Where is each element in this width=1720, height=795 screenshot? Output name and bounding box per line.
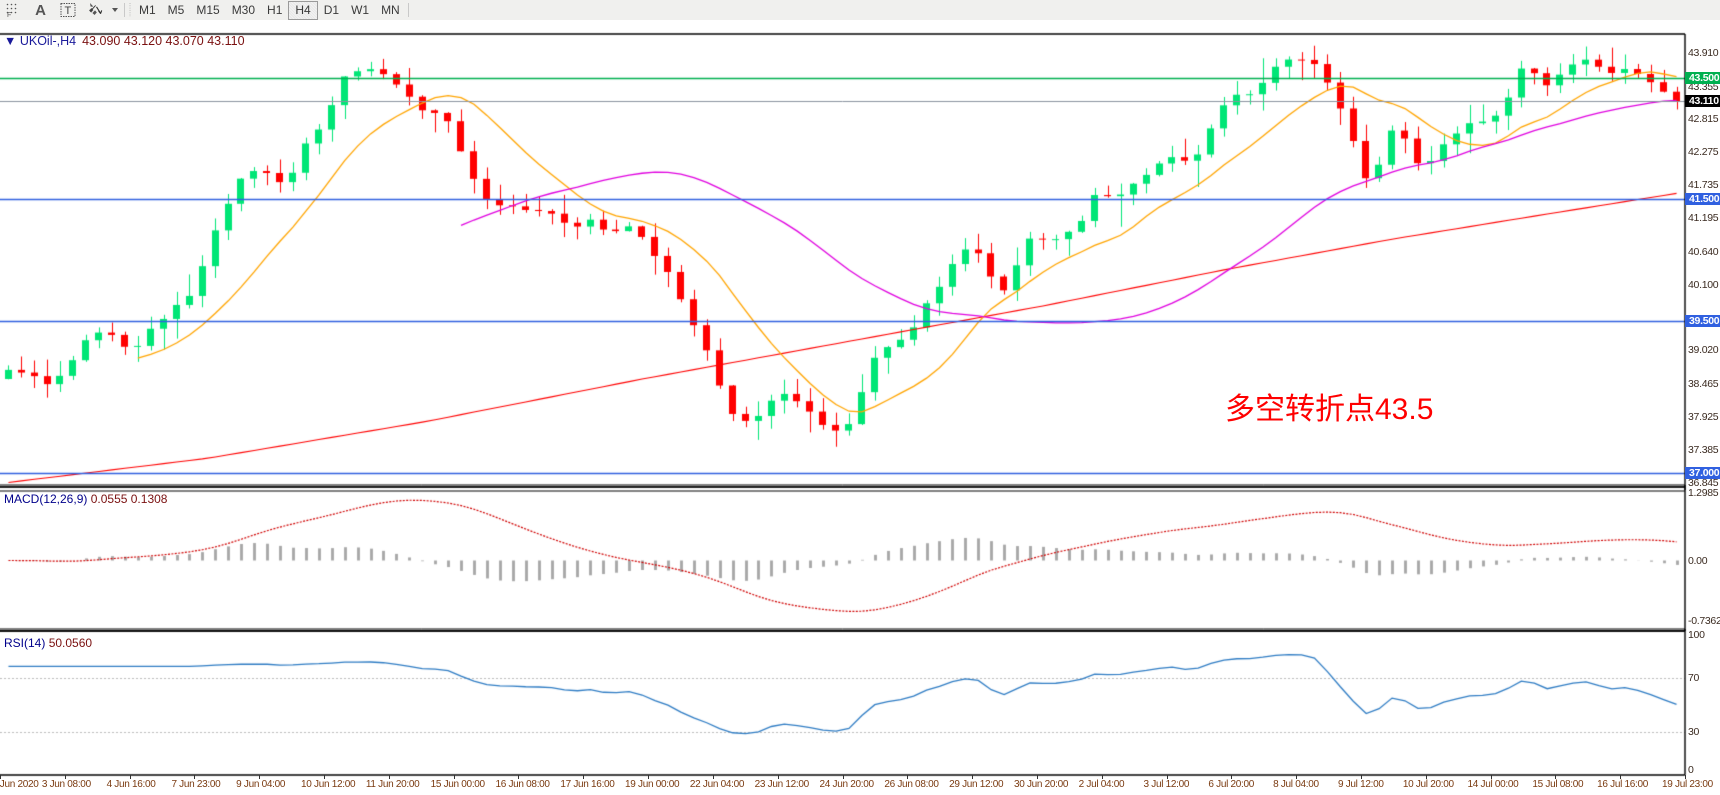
svg-text:T: T — [64, 5, 71, 17]
svg-text:F: F — [7, 12, 11, 17]
